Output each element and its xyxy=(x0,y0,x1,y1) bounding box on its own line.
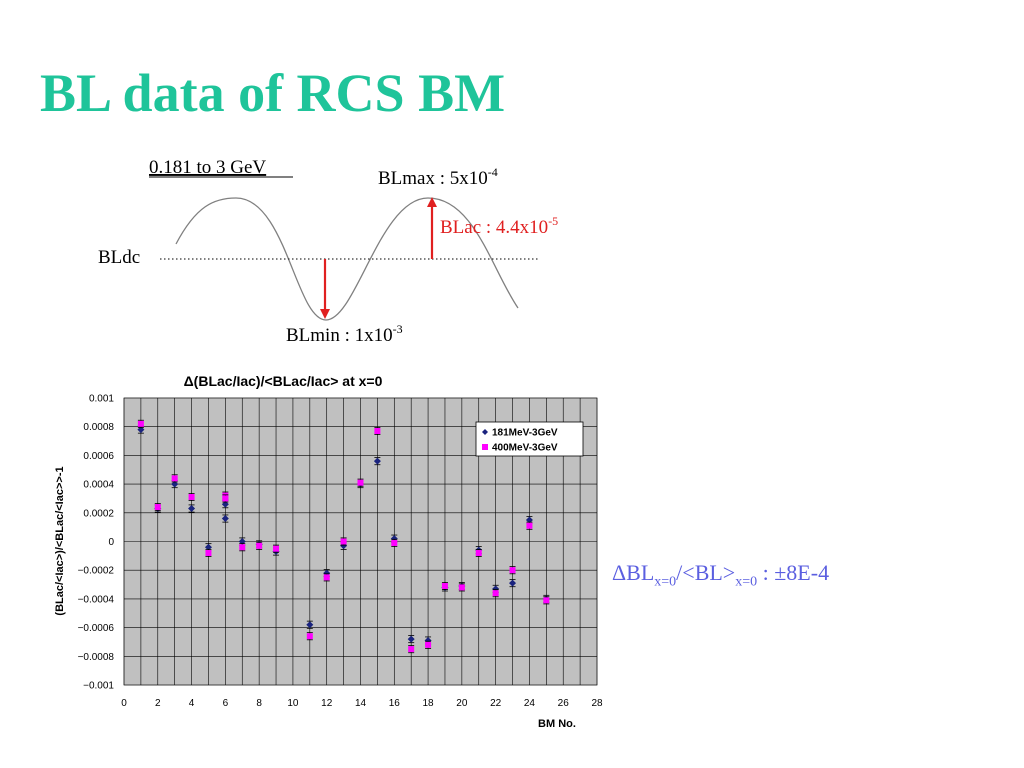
slide-title: BL data of RCS BM xyxy=(40,63,506,123)
x-tick-label: 18 xyxy=(423,698,435,709)
blac-label: BLac : 4.4x10-5 xyxy=(440,214,558,238)
y-tick-label: 0.0002 xyxy=(83,508,114,519)
bldc-label: BLdc xyxy=(98,247,140,268)
legend-label: 181MeV-3GeV xyxy=(492,428,558,439)
data-point-400mev xyxy=(239,544,246,551)
x-tick-label: 24 xyxy=(524,698,536,709)
data-point-400mev xyxy=(205,549,212,556)
x-tick-label: 10 xyxy=(287,698,299,709)
data-point-181mev xyxy=(221,515,229,523)
legend-box xyxy=(475,421,584,457)
data-point-400mev xyxy=(340,538,347,545)
y-tick-label: 0.0006 xyxy=(83,451,114,462)
y-tick-label: −0.0006 xyxy=(78,623,115,634)
data-point-400mev xyxy=(374,428,381,435)
x-tick-label: 28 xyxy=(591,698,603,709)
x-tick-label: 14 xyxy=(355,698,367,709)
x-tick-label: 16 xyxy=(389,698,401,709)
y-tick-label: −0.0004 xyxy=(78,594,115,605)
x-tick-label: 20 xyxy=(456,698,468,709)
data-point-400mev xyxy=(154,504,161,511)
y-tick-label: −0.0002 xyxy=(78,566,115,577)
legend-marker-400mev xyxy=(482,444,488,450)
data-point-400mev xyxy=(222,495,229,502)
x-tick-label: 26 xyxy=(558,698,570,709)
x-tick-label: 22 xyxy=(490,698,502,709)
data-point-181mev xyxy=(373,457,381,465)
data-point-400mev xyxy=(306,633,313,640)
data-point-400mev xyxy=(458,584,465,591)
x-tick-label: 4 xyxy=(189,698,195,709)
data-point-400mev xyxy=(171,475,178,482)
data-point-181mev xyxy=(204,543,212,551)
y-axis-label: (BLac/<Iac>)/<BLac/<Iac>>-1 xyxy=(54,466,66,615)
data-point-181mev xyxy=(171,480,179,488)
blmin-label: BLmin : 1x10-3 xyxy=(286,322,403,346)
data-point-181mev xyxy=(306,621,314,629)
sine-wave xyxy=(175,197,519,321)
y-tick-label: 0 xyxy=(108,537,114,548)
data-point-181mev xyxy=(525,516,533,524)
data-point-181mev xyxy=(221,500,229,508)
data-point-400mev xyxy=(273,545,280,552)
data-point-400mev xyxy=(425,641,432,648)
energy-range-label: 0.181 to 3 GeV xyxy=(149,157,266,178)
x-tick-label: 12 xyxy=(321,698,333,709)
y-tick-label: 0.0008 xyxy=(83,422,114,433)
y-tick-label: 0.001 xyxy=(89,394,114,405)
legend-label: 400MeV-3GeV xyxy=(492,443,558,454)
data-point-400mev xyxy=(492,590,499,597)
data-point-181mev xyxy=(238,538,246,545)
data-point-400mev xyxy=(137,420,144,427)
blmin-arrow-head xyxy=(320,309,330,319)
x-tick-label: 0 xyxy=(121,698,127,709)
data-point-400mev xyxy=(323,574,330,581)
data-point-400mev xyxy=(256,542,263,549)
data-point-181mev xyxy=(188,504,196,512)
x-tick-label: 2 xyxy=(155,698,161,709)
data-point-400mev xyxy=(408,646,415,653)
data-point-400mev xyxy=(509,567,516,574)
blac-arrow-head xyxy=(427,197,437,207)
data-point-400mev xyxy=(188,494,195,501)
x-tick-label: 6 xyxy=(223,698,229,709)
legend-marker-181mev xyxy=(482,429,488,435)
x-tick-label: 8 xyxy=(256,698,262,709)
data-point-400mev xyxy=(391,539,398,546)
x-axis-label: BM No. xyxy=(538,718,576,730)
data-point-400mev xyxy=(357,479,364,486)
y-tick-label: 0.0004 xyxy=(83,480,114,491)
bl-concept-diagram: 0.181 to 3 GeV BLmax : 5x10-4 BLac : 4.4… xyxy=(98,157,558,346)
data-point-400mev xyxy=(543,597,550,604)
y-tick-label: −0.001 xyxy=(83,681,114,692)
y-tick-label: −0.0008 xyxy=(78,652,115,663)
data-point-181mev xyxy=(407,635,415,643)
data-point-400mev xyxy=(475,549,482,556)
blmax-label: BLmax : 5x10-4 xyxy=(378,165,498,189)
data-point-400mev xyxy=(526,522,533,529)
data-point-181mev xyxy=(137,426,145,434)
data-point-181mev xyxy=(509,579,517,587)
data-point-400mev xyxy=(441,582,448,589)
chart-title: Δ(BLac/Iac)/<BLac/Iac> at x=0 xyxy=(184,373,383,389)
uniformity-summary: ΔBLx=0/<BL>x=0 : ±8E-4 xyxy=(612,560,830,590)
